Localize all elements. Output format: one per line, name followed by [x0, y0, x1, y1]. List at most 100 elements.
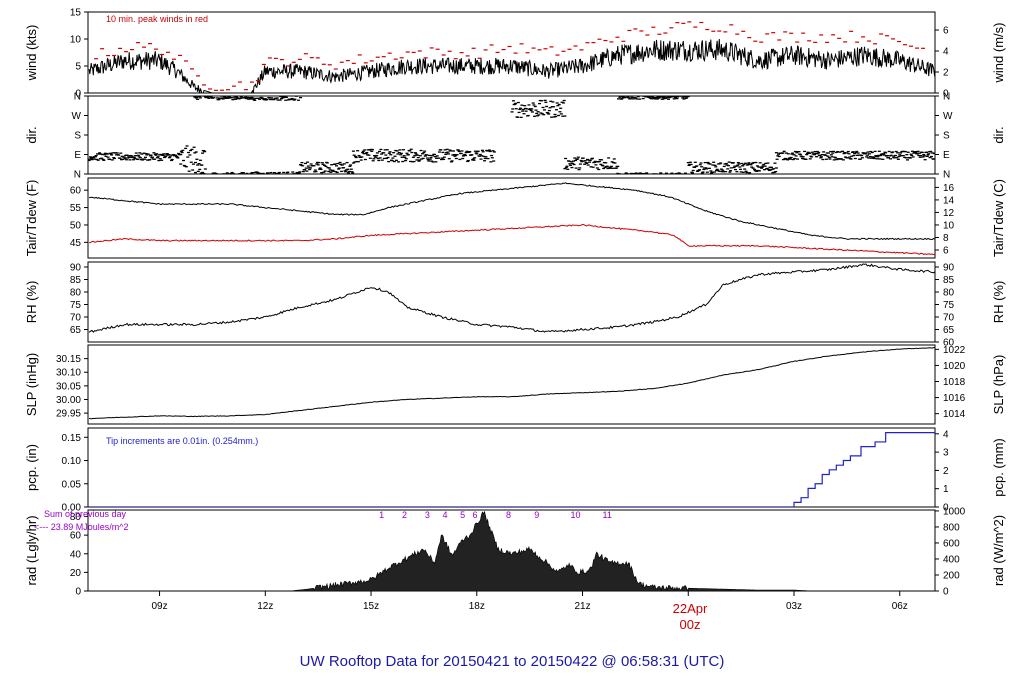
- wind-ylabel-right: wind (m/s): [991, 23, 1006, 84]
- rh-frame: [87, 261, 936, 343]
- rad-right-tick-label: 800: [943, 522, 960, 533]
- x-tick-label: 03z: [786, 601, 802, 612]
- temp-left-tick-label: 60: [70, 186, 82, 197]
- wind-right-tick-label: 2: [943, 67, 949, 78]
- pcp-panel: 0.00 0.05 0.10 0.15 0 1 2 3 4 pcp. (in) pcp. (mm): [24, 427, 1006, 514]
- pcp-ylabel-right: pcp. (mm): [991, 438, 1006, 497]
- rad-note-line1: Sum of previous day: [44, 509, 127, 519]
- slp-left-tick-label: 30.00: [56, 395, 81, 406]
- date-marker-time: 00z: [680, 617, 701, 632]
- rad-left-tick-label: 0: [75, 587, 81, 598]
- rh-plot-area: [88, 263, 935, 333]
- slp-ylabel-left: SLP (inHg): [24, 353, 39, 416]
- slp-left-tick-label: 29.95: [56, 409, 81, 420]
- temp-right-tick-label: 8: [943, 233, 949, 244]
- slp-right-tick-label: 1016: [943, 393, 966, 404]
- rad-hour-marker: 1: [379, 510, 384, 520]
- temp-right-tick-label: 10: [943, 220, 955, 231]
- tdew-series: [89, 223, 935, 256]
- pcp-right-tick-label: 4: [943, 429, 949, 440]
- rad-hour-marker: 3: [425, 510, 430, 520]
- precip-series: [89, 432, 935, 507]
- temp-right-tick-label: 6: [943, 246, 949, 257]
- time-axis: 09z 12z 15z 18z 21z 03z 06z: [151, 591, 908, 612]
- pcp-left-tick-label: 0.15: [62, 433, 82, 444]
- slp-right-tick-label: 1022: [943, 345, 966, 356]
- rad-left-tick-label: 40: [70, 549, 82, 560]
- rad-ylabel-left: rad (Lgly/hr): [24, 515, 39, 585]
- rh-right-tick-label: 85: [943, 275, 955, 286]
- dir-plot-area: [88, 96, 935, 174]
- slp-ylabel-right: SLP (hPa): [991, 355, 1006, 415]
- radiation-area: [289, 510, 812, 591]
- date-marker-label: 22Apr: [673, 601, 708, 616]
- wind-left-tick-label: 5: [75, 62, 81, 73]
- dir-left-tick-label: S: [74, 131, 81, 142]
- slp-left-tick-label: 30.10: [56, 368, 81, 379]
- wind-left-tick-label: 0: [75, 89, 81, 100]
- rad-hour-marker: 2: [402, 510, 407, 520]
- dir-right-tick-label: W: [943, 111, 953, 122]
- rad-left-tick-label: 60: [70, 531, 82, 542]
- rh-left-tick-label: 85: [70, 275, 82, 286]
- temp-left-tick-label: 50: [70, 220, 82, 231]
- slp-right-tick-label: 1018: [943, 377, 966, 388]
- temp-right-tick-label: 14: [943, 195, 955, 206]
- slp-plot-area: [88, 347, 935, 420]
- wind-annotation: 10 min. peak winds in red: [106, 14, 208, 24]
- rad-hour-marker: 9: [534, 510, 539, 520]
- rad-hour-marker: 8: [506, 510, 511, 520]
- wind-right-tick-label: 0: [943, 89, 949, 100]
- dir-right-tick-label: S: [943, 131, 950, 142]
- rad-hour-marker: 4: [443, 510, 448, 520]
- rh-left-tick-label: 65: [70, 325, 82, 336]
- pcp-right-tick-label: 0: [943, 503, 949, 514]
- rh-right-tick-label: 80: [943, 288, 955, 299]
- footer-title: UW Rooftop Data for 20150421 to 20150422…: [300, 653, 725, 670]
- x-tick-label: 15z: [363, 601, 379, 612]
- rh-left-tick-label: 75: [70, 300, 82, 311]
- wind-speed-series: [88, 38, 935, 93]
- rh-right-tick-label: 90: [943, 263, 955, 274]
- rad-hour-marker: 10: [570, 510, 580, 520]
- wind-left-tick-label: 15: [70, 8, 82, 19]
- tair-series: [89, 182, 935, 241]
- pcp-right-tick-label: 3: [943, 448, 949, 459]
- rh-left-tick-label: 90: [70, 263, 82, 274]
- pcp-left-tick-label: 0.10: [62, 456, 82, 467]
- rad-right-tick-label: 200: [943, 570, 960, 581]
- dir-left-tick-label: W: [72, 111, 82, 122]
- rh-left-tick-label: 70: [70, 313, 82, 324]
- rh-left-tick-label: 80: [70, 288, 82, 299]
- x-tick-label: 06z: [892, 601, 908, 612]
- dir-right-tick-label: N: [943, 170, 950, 181]
- temp-frame: [87, 177, 936, 259]
- temp-right-tick-label: 12: [943, 208, 955, 219]
- pcp-plot-area: [89, 432, 935, 507]
- slp-frame: [87, 344, 936, 425]
- wind-plot-area: [88, 21, 935, 93]
- slp-left-tick-label: 30.15: [56, 354, 81, 365]
- dir-left-tick-label: N: [74, 170, 81, 181]
- temp-ylabel-right: Tair/Tdew (C): [991, 179, 1006, 257]
- slp-right-tick-label: 1014: [943, 409, 966, 420]
- dir-ylabel-left: dir.: [24, 126, 39, 143]
- temp-ylabel-left: Tair/Tdew (F): [24, 180, 39, 257]
- pcp-right-tick-label: 2: [943, 466, 949, 477]
- temp-plot-area: [89, 182, 935, 256]
- dir-right-tick-label: E: [943, 150, 950, 161]
- rh-right-tick-label: 60: [943, 338, 955, 349]
- rad-note-line2: <--- 23.89 MJoules/m^2: [34, 522, 129, 532]
- rad-ylabel-right: rad (W/m^2): [991, 515, 1006, 586]
- slp-series: [88, 347, 935, 420]
- pcp-left-tick-label: 0.05: [62, 479, 82, 490]
- rh-series: [88, 263, 935, 333]
- pcp-ylabel-left: pcp. (in): [24, 444, 39, 491]
- slp-panel: 29.95 30.00 30.05 30.10 30.15 1014 1016 1018 102…: [24, 344, 1006, 425]
- x-tick-label: 09z: [151, 601, 167, 612]
- temp-left-tick-label: 55: [70, 203, 82, 214]
